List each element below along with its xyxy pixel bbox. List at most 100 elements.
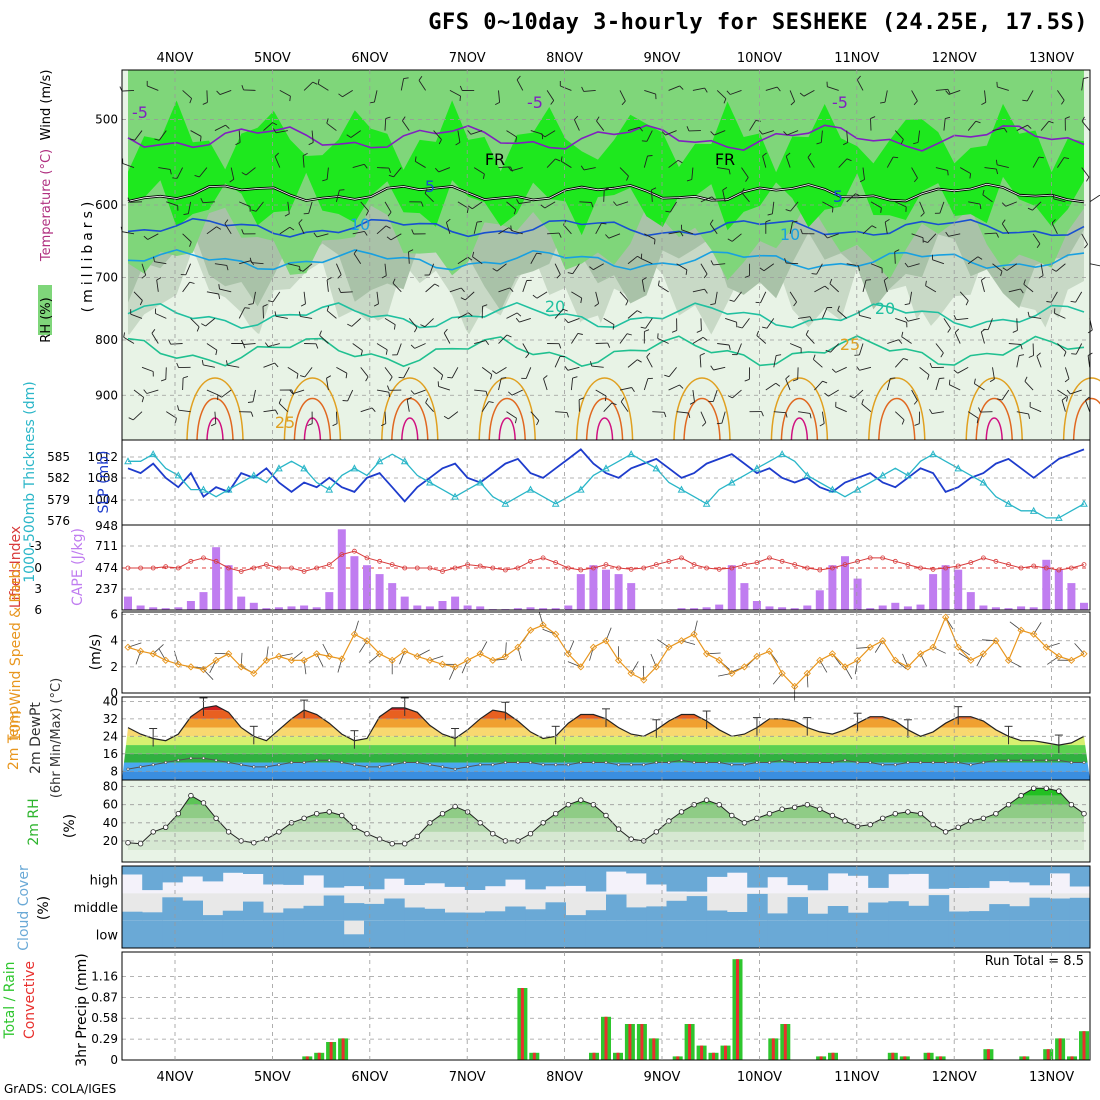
cloud-bar: [928, 920, 950, 948]
cloud-bar: [122, 866, 143, 875]
wind-barb: [927, 233, 937, 243]
wind-barb-feather: [824, 285, 830, 290]
wind-barb-feather: [728, 344, 731, 350]
wind10-point: [941, 613, 950, 621]
wind-barb: [274, 156, 281, 168]
wind-barb: [511, 230, 523, 235]
wind10-point: [879, 637, 887, 645]
wind-barb-feather: [562, 308, 568, 312]
wind-barb-feather: [472, 251, 475, 257]
cloud-bar: [464, 920, 486, 948]
wind-barb: [911, 233, 924, 239]
wind-barb-feather: [785, 412, 788, 418]
lifted-index-point: [1081, 562, 1087, 567]
cloud-bar: [948, 866, 970, 888]
wind-barb-feather: [516, 312, 522, 317]
lifted-index-point: [289, 565, 294, 571]
wind-barb-feather: [641, 140, 647, 142]
wind-barb-feather: [241, 172, 247, 176]
cloud-bar: [787, 866, 808, 886]
lifted-index-point: [490, 565, 496, 571]
wind-barb: [627, 310, 638, 319]
wind-barb: [907, 317, 920, 322]
cape-bar: [199, 592, 208, 610]
dewpt2m-point: [239, 763, 243, 767]
wind-barb: [481, 366, 493, 375]
rh2m-point: [628, 836, 634, 842]
wind-barb: [498, 378, 502, 391]
lifted-index-point: [918, 565, 923, 571]
wind-barb: [822, 201, 834, 208]
wind-barb: [121, 89, 135, 92]
wind-barb-feather: [642, 277, 647, 281]
cloud-bar: [283, 908, 304, 921]
wind-barb: [713, 366, 726, 371]
wind10-point: [187, 663, 195, 671]
wind-barb: [907, 263, 920, 268]
day-label-top: 11NOV: [834, 51, 879, 66]
wind-barb: [717, 167, 730, 170]
thickness-point: [124, 457, 132, 465]
wind-barb: [651, 189, 653, 202]
ytick: 1012: [87, 450, 118, 464]
precip-conv-bar: [736, 959, 739, 1060]
wind10-point: [149, 650, 157, 658]
cloud-bar: [182, 920, 203, 948]
wind-barb: [544, 201, 556, 209]
wind-barb-feather: [729, 299, 735, 302]
wind-barb-feather: [601, 222, 607, 225]
wind-barb-feather: [536, 252, 542, 255]
temp-contour-warm: [673, 377, 731, 441]
wind-barb-feather: [381, 423, 386, 427]
rh2m-point: [1081, 811, 1087, 817]
wind-barb: [408, 318, 418, 328]
wind-barb-feather: [168, 339, 172, 345]
wind-barb-feather: [169, 169, 172, 175]
wind-barb-feather: [543, 375, 548, 379]
temp-contour-warm: [186, 377, 244, 441]
wind-barb: [895, 317, 907, 323]
wind-barb: [668, 384, 680, 391]
wind-barb-feather: [215, 350, 218, 356]
wind-barb-feather: [765, 219, 771, 223]
wind-barb-feather: [476, 221, 482, 223]
wind-barb-feather: [284, 213, 290, 217]
wind-barb-feather: [900, 139, 904, 145]
wind-barb-feather: [979, 204, 982, 210]
wind-barb-feather: [1028, 413, 1030, 419]
temp-contour-hot: [975, 397, 1013, 441]
wind-barb-feather: [296, 373, 299, 379]
wind-barb: [619, 291, 629, 302]
precip-conv-bar: [903, 1056, 907, 1060]
wind-barb: [730, 89, 742, 95]
wind10-point: [350, 630, 359, 638]
rh2m-point: [867, 821, 873, 828]
wind-barb: [457, 312, 469, 319]
lifted-index-point: [729, 565, 735, 571]
thickness-point: [828, 485, 837, 493]
temp-band: [122, 771, 1090, 780]
temp-contour-hottest: [790, 417, 809, 441]
wind-barb-feather: [644, 329, 650, 332]
lifted-index-point: [440, 569, 445, 574]
wind10-point: [325, 652, 333, 661]
wind-barb: [992, 367, 995, 380]
cloud-bar: [485, 911, 506, 921]
wind-barb: [1087, 355, 1091, 368]
wind-barb: [1081, 121, 1091, 131]
precip-conv-bar: [1046, 1049, 1050, 1060]
wind-barb: [846, 130, 849, 143]
rh2m-point: [829, 812, 836, 819]
lifted-index-point: [855, 558, 860, 564]
cape-bar: [778, 607, 787, 610]
wind-barb: [699, 355, 702, 368]
lifted-index-point: [515, 565, 521, 571]
wind-barb-feather: [744, 378, 750, 382]
wind-barb: [1064, 367, 1070, 379]
wind-barb-feather: [240, 339, 244, 345]
wind-barb-feather: [540, 204, 546, 209]
wind-barb-feather: [268, 300, 274, 303]
wind-barb: [134, 130, 143, 141]
wind-barb: [519, 317, 531, 323]
cape-bar: [740, 583, 749, 610]
